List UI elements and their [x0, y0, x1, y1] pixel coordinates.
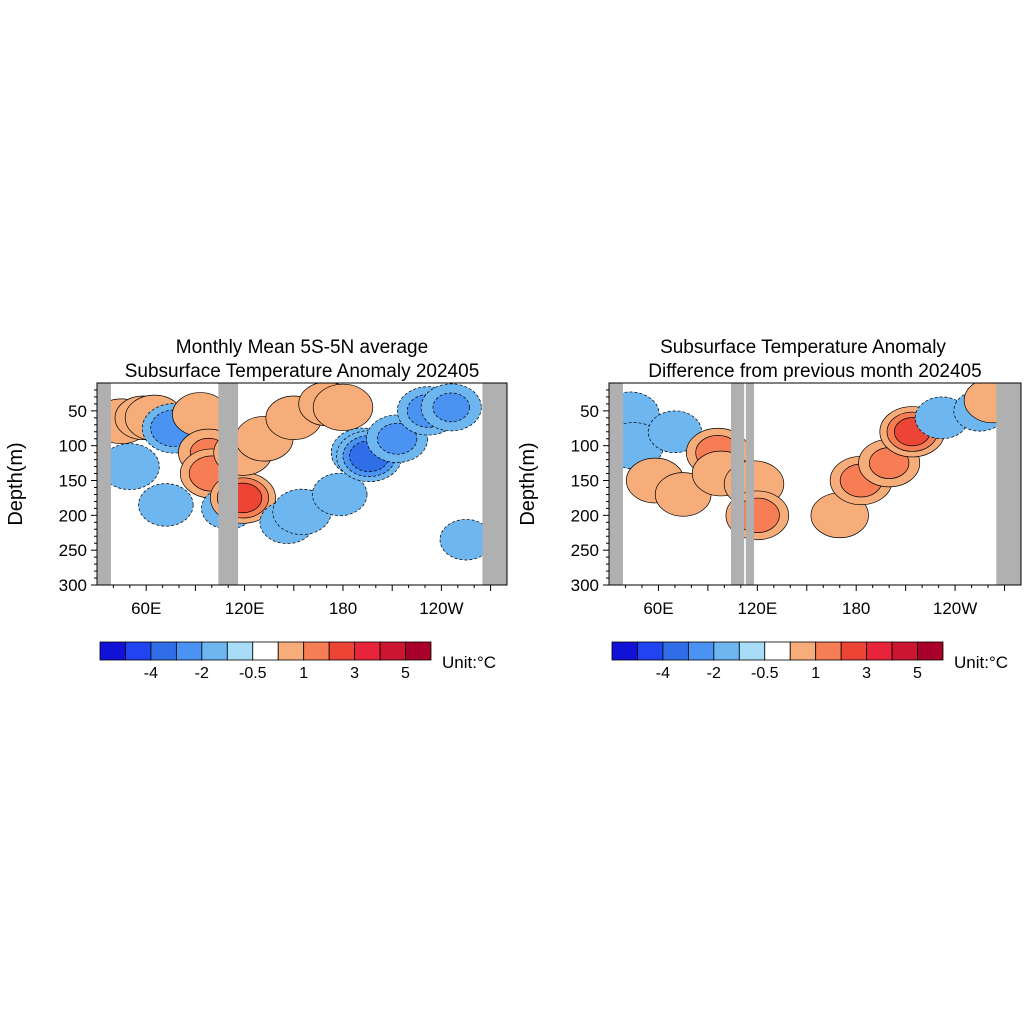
colorbar-left: Unit:°C -4 -2 -0.5 1 3 5: [99, 641, 496, 682]
y-axis-label: Depth(m): [517, 442, 539, 525]
colorbar-swatch: [738, 641, 766, 661]
y-tick-label: 50: [68, 402, 87, 421]
land-mask: [97, 383, 111, 585]
y-tick-label: 200: [571, 506, 599, 525]
colorbar-swatch: [252, 641, 279, 661]
colorbar-label: 3: [350, 665, 359, 682]
x-tick-label: 180: [329, 599, 357, 618]
colorbar-label: 5: [401, 665, 410, 682]
colorbar-right: Unit:°C -4 -2 -0.5 1 3 5: [611, 641, 1008, 682]
land-mask: [745, 383, 755, 585]
colorbar-swatch: [840, 641, 868, 661]
colorbar-swatch: [303, 641, 330, 661]
x-tick-label: 60E: [643, 599, 673, 618]
colorbar-swatch: [891, 641, 918, 661]
colorbar-swatch: [328, 641, 356, 661]
colorbar-label: 1: [811, 665, 820, 682]
panel-title-line-2: Subsurface Temperature Anomaly 202405: [125, 361, 480, 382]
colorbar-label: -0.5: [239, 665, 267, 682]
colorbar-swatch: [611, 641, 638, 661]
land-mask: [482, 383, 507, 585]
y-tick-label: 150: [59, 472, 87, 491]
land-mask: [218, 383, 239, 585]
colorbar-swatch: [637, 641, 664, 661]
y-tick-label: 50: [580, 402, 599, 421]
y-tick-label: 300: [571, 576, 599, 595]
contour-fill-layer: [609, 383, 1021, 541]
y-tick-label: 200: [59, 506, 87, 525]
x-tick-label: 120W: [933, 599, 977, 618]
colorbar-swatch: [713, 641, 740, 661]
colorbar-swatch: [150, 641, 177, 661]
x-tick-label: 60E: [131, 599, 161, 618]
y-tick-label: 100: [59, 437, 87, 456]
contour-field: [97, 383, 507, 585]
colorbar-swatch: [99, 641, 126, 661]
contour-field: [609, 383, 1021, 585]
x-tick-label: 120E: [225, 599, 265, 618]
colorbar-swatch: [866, 641, 893, 661]
y-tick-label: 300: [59, 576, 87, 595]
contour-region-cool: [138, 483, 194, 527]
colorbar-swatch: [917, 641, 944, 661]
colorbar-swatch: [226, 641, 254, 661]
x-tick-label: 120W: [419, 599, 463, 618]
plot-frame: [96, 382, 508, 586]
colorbar-swatch: [687, 641, 715, 661]
panel-title-line-1: Monthly Mean 5S-5N average: [176, 337, 428, 358]
panel-monthly-mean: Monthly Mean 5S-5N average Subsurface Te…: [5, 337, 508, 618]
colorbar-swatch: [354, 641, 381, 661]
land-mask: [996, 383, 1021, 585]
y-axis: 50 100 150 200 250 300: [59, 389, 97, 595]
colorbar-unit: Unit:°C: [954, 653, 1008, 672]
land-mask-layer: [97, 383, 507, 585]
colorbar-swatch: [125, 641, 152, 661]
colorbar-swatch: [764, 641, 791, 661]
panel-title-line-1: Subsurface Temperature Anomaly: [660, 337, 946, 358]
y-tick-label: 250: [571, 541, 599, 560]
contour-region-warm: [312, 383, 374, 431]
panel-title-line-2: Difference from previous month 202405: [648, 361, 981, 382]
plot-frame: [608, 382, 1022, 586]
colorbar-label: 3: [862, 665, 871, 682]
colorbar-swatch: [201, 641, 228, 661]
colorbar-swatch: [175, 641, 203, 661]
colorbar-label: 5: [913, 665, 922, 682]
contour-region-cool: [432, 392, 470, 423]
contour-region-cool: [312, 472, 368, 517]
colorbar-label: -4: [144, 665, 158, 682]
land-mask: [730, 383, 745, 585]
x-axis: 60E 120E 180 120W: [624, 585, 1006, 618]
y-axis: 50 100 150 200 250 300: [571, 389, 609, 595]
x-tick-label: 180: [842, 599, 870, 618]
colorbar-unit: Unit:°C: [442, 653, 496, 672]
y-tick-label: 250: [59, 541, 87, 560]
colorbar-swatch: [277, 641, 305, 661]
colorbar-swatch: [815, 641, 842, 661]
y-tick-label: 100: [571, 437, 599, 456]
colorbar-swatch: [789, 641, 817, 661]
panel-monthly-difference: Subsurface Temperature Anomaly Differenc…: [517, 337, 1022, 618]
y-tick-label: 150: [571, 472, 599, 491]
contour-region-cool: [376, 422, 418, 455]
colorbar-label: 1: [299, 665, 308, 682]
colorbar-label: -0.5: [751, 665, 779, 682]
y-axis-label: Depth(m): [5, 442, 27, 525]
land-mask-layer: [609, 383, 1021, 585]
x-tick-label: 120E: [737, 599, 777, 618]
colorbar-label: -4: [656, 665, 670, 682]
land-mask: [609, 383, 624, 585]
colorbar-label: -2: [707, 665, 721, 682]
colorbar-swatch: [379, 641, 406, 661]
x-axis: 60E 120E 180 120W: [112, 585, 492, 618]
colorbar-swatch: [662, 641, 689, 661]
colorbar-label: -2: [195, 665, 209, 682]
contour-fill-layer: [97, 383, 493, 561]
colorbar-swatch: [405, 641, 432, 661]
